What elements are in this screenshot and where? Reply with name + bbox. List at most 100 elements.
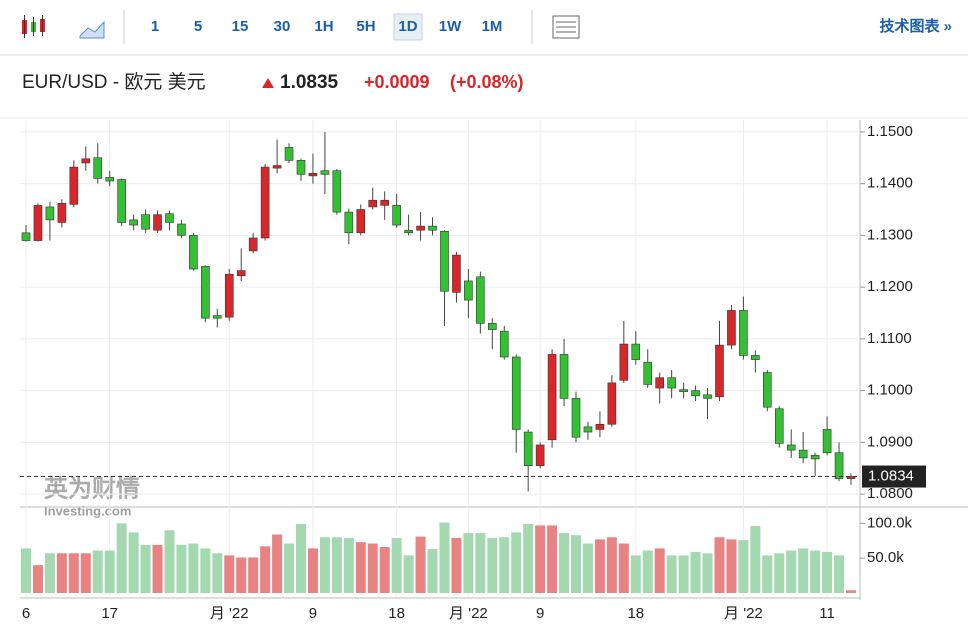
candle-body [296, 160, 306, 175]
candle-body [703, 394, 712, 399]
candle-body [511, 356, 521, 430]
y-tick-label: 1.1100 [867, 330, 912, 347]
interval-button[interactable]: 1W [439, 18, 462, 35]
volume-bar [762, 555, 773, 593]
candle-body [763, 372, 772, 408]
volume-bar [212, 553, 223, 593]
volume-bar [451, 537, 462, 593]
candle-body [452, 254, 461, 293]
candle-body [320, 170, 330, 175]
interval-button[interactable]: 1H [314, 18, 333, 35]
change-pct: (+0.08%) [450, 72, 524, 92]
volume-bar [702, 553, 713, 593]
candle-body [798, 449, 808, 459]
volume-bar [224, 555, 235, 593]
watermark: 英为财情 [44, 475, 140, 502]
candle-body [440, 230, 449, 292]
candle-body [535, 444, 545, 466]
candle-body [117, 179, 126, 223]
volume-bar [21, 548, 31, 593]
volume-bar [666, 555, 677, 593]
volume-bar [415, 536, 426, 593]
candle-body [356, 209, 366, 234]
volume-bar [714, 537, 725, 593]
volume-bar [630, 555, 641, 593]
volume-bar [559, 533, 570, 593]
volume-bar [594, 539, 605, 593]
interval-button[interactable]: 1 [151, 18, 159, 35]
candle-body [667, 377, 676, 389]
y-tick-label: 1.1500 [867, 123, 913, 140]
candle-icon[interactable] [22, 15, 45, 38]
volume-bar [606, 537, 617, 593]
x-tick-label: 月 '22 [449, 605, 488, 622]
volume-bar [618, 543, 629, 593]
candle-body [260, 166, 270, 239]
interval-button[interactable]: 1M [482, 18, 503, 35]
candle-body [428, 225, 437, 231]
volume-bar [487, 537, 498, 593]
candle-body [691, 390, 700, 397]
volume-bar [355, 542, 366, 593]
candle-body [69, 166, 79, 205]
candle-body [392, 205, 401, 226]
active-interval [393, 13, 423, 41]
interval-button[interactable]: 5 [194, 18, 202, 35]
area-icon[interactable] [79, 20, 105, 39]
candle-body [679, 389, 688, 392]
interval-button[interactable]: 1D [398, 18, 417, 35]
candle-body [846, 476, 856, 479]
volume-bar [164, 530, 175, 593]
volume-bar [56, 553, 67, 593]
volume-bar [774, 553, 785, 593]
up-arrow [262, 78, 274, 88]
candle-body [488, 323, 497, 330]
candle-body [547, 354, 557, 441]
candle-body [45, 206, 55, 221]
volume-bar [272, 534, 283, 593]
volume-bar [798, 548, 809, 593]
change: +0.0009 [364, 72, 430, 92]
candle-body [643, 361, 653, 385]
volume-bar [296, 524, 306, 593]
interval-button[interactable]: 15 [232, 18, 249, 35]
volume-bar [92, 550, 103, 593]
volume-bar [463, 533, 474, 593]
volume-bar [379, 547, 390, 593]
volume-tick-label: 50.0k [867, 549, 904, 566]
x-tick-label: 18 [627, 605, 644, 622]
volume-bar [80, 553, 91, 593]
volume-bar [44, 553, 55, 593]
settings-icon[interactable] [552, 15, 580, 39]
interval-button[interactable]: 5H [356, 18, 375, 35]
candle-body [739, 310, 748, 356]
volume-bar [367, 543, 378, 593]
candle-body [224, 273, 234, 318]
volume-bar [188, 543, 199, 593]
y-tick-label: 1.1400 [867, 175, 913, 192]
candle-body [344, 211, 354, 234]
y-tick-label: 1.1200 [867, 278, 913, 295]
candle-body [404, 229, 413, 234]
volume-bar [547, 525, 558, 593]
x-tick-label: 17 [101, 605, 118, 622]
x-tick-label: 9 [309, 605, 317, 622]
volume-bar [750, 526, 761, 593]
volume-tick-label: 100.0k [867, 514, 913, 531]
volume-bar [642, 550, 653, 593]
volume-bar [499, 537, 510, 593]
candle-body [499, 330, 509, 358]
volume-bar [343, 537, 354, 593]
volume-bar [726, 539, 737, 593]
candle-body [129, 219, 138, 226]
interval-button[interactable]: 30 [274, 18, 291, 35]
candle-body [248, 237, 258, 252]
volume-bar [32, 565, 43, 593]
candle-body [21, 232, 31, 241]
volume-bar [236, 557, 247, 593]
technical-link[interactable]: 技术图表 » [879, 17, 952, 35]
volume-bar [738, 540, 749, 593]
candle-body [595, 423, 605, 430]
